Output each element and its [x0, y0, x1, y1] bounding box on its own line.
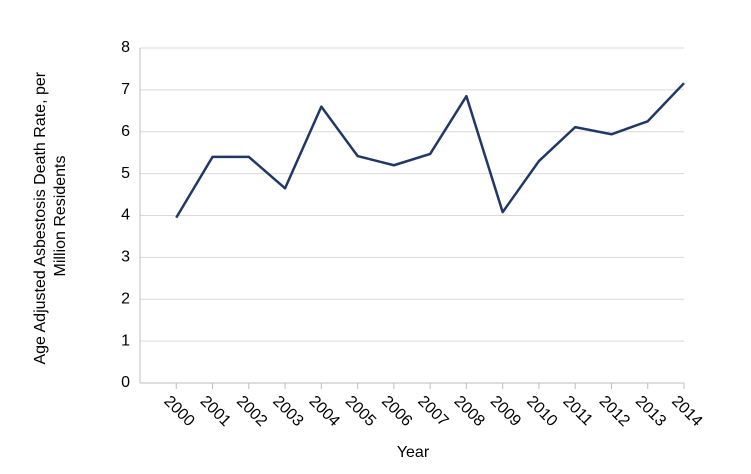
x-tick-label: 2014 [668, 393, 705, 430]
y-axis-title: Age Adjusted Asbestosis Death Rate, per … [32, 67, 69, 364]
x-tick-label: 2005 [342, 393, 379, 430]
x-tick-label: 2004 [306, 393, 343, 430]
y-tick-label: 6 [121, 123, 130, 140]
x-tick-label: 2013 [632, 393, 669, 430]
x-tick-label: 2001 [197, 393, 234, 430]
x-tick-label: 2002 [233, 393, 270, 430]
y-tick-label: 3 [121, 249, 130, 266]
y-tick-label: 7 [121, 81, 130, 98]
y-tick-label: 5 [121, 165, 130, 182]
x-tick-label: 2010 [523, 393, 560, 430]
y-axis-title-line: Million Residents [52, 156, 69, 277]
x-tick-label: 2003 [269, 393, 306, 430]
x-tick-label: 2009 [487, 393, 524, 430]
y-tick-label: 0 [121, 374, 130, 391]
y-tick-label: 1 [121, 332, 130, 349]
y-axis-title-line: Age Adjusted Asbestosis Death Rate, per [32, 71, 49, 364]
x-tick-label: 2008 [451, 393, 488, 430]
x-tick-label: 2012 [596, 393, 633, 430]
y-tick-label: 4 [121, 207, 130, 224]
y-tick-label: 2 [121, 290, 130, 307]
x-tick-label: 2007 [414, 393, 451, 430]
x-axis-title: Year [397, 444, 430, 461]
data-line [175, 82, 685, 219]
x-tick-label: 2000 [160, 393, 197, 430]
x-tick-label: 2006 [378, 393, 415, 430]
x-tick-label: 2011 [559, 393, 595, 429]
y-tick-label: 8 [121, 39, 130, 56]
